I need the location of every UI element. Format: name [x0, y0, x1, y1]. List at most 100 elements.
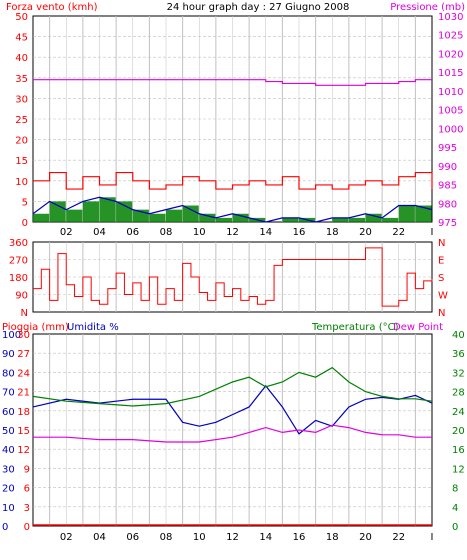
x-tick-label: 02: [60, 227, 73, 238]
wind-avg-bar: [116, 201, 133, 222]
pressure-y-tick-label: 1005: [438, 106, 463, 117]
pressure-line: [33, 79, 432, 86]
wind-avg-bar: [215, 217, 232, 222]
x-tick-label: 14: [259, 227, 272, 238]
humidity-y-tick-label: 10: [2, 503, 15, 514]
rain-y-tick-label: 3: [24, 503, 30, 514]
temperature-y-tick-label: 16: [452, 445, 465, 456]
x-tick-label: 16: [293, 227, 306, 238]
temperature-y-tick-label: 12: [452, 464, 465, 475]
temperature-y-tick-label: 20: [452, 426, 465, 437]
rain-axis-title: Pioggia (mm): [2, 322, 69, 333]
wind-gust-line: [33, 171, 433, 190]
rain-y-tick-label: 18: [17, 407, 30, 418]
temperature-y-tick-label: 0: [452, 522, 458, 533]
pressure-y-tick-label: 1020: [438, 49, 463, 60]
wind-direction-line: [33, 247, 433, 307]
x-tick-label: 22: [392, 227, 405, 238]
direction-compass-label: N: [438, 238, 445, 249]
pressure-y-tick-label: 1010: [438, 87, 463, 98]
x-tick-label: 18: [326, 532, 339, 543]
pressure-y-tick-label: 980: [438, 199, 457, 210]
humidity-y-tick-label: 40: [2, 445, 15, 456]
rain-y-tick-label: 27: [17, 349, 30, 360]
direction-compass-label: W: [438, 291, 448, 302]
x-tick-label: 08: [160, 532, 173, 543]
humidity-y-tick-label: 90: [2, 349, 15, 360]
humidity-y-tick-label: 60: [2, 407, 15, 418]
wind-avg-bar: [33, 213, 50, 222]
wind-axis-title: Forza vento (kmh): [6, 2, 98, 13]
wind-avg-bar: [282, 217, 299, 222]
temperature-y-tick-label: 40: [452, 330, 465, 341]
pressure-y-tick-label: 995: [438, 143, 457, 154]
wind-y-tick-label: 25: [15, 115, 28, 126]
temperature-y-tick-label: 36: [452, 349, 465, 360]
wind-y-tick-label: 0: [22, 218, 28, 229]
x-tick-label: 20: [359, 227, 372, 238]
rain-y-tick-label: 0: [24, 522, 30, 533]
wind-avg-bar: [166, 209, 183, 222]
x-tick-label: 02: [60, 532, 73, 543]
x-tick-label: 12: [226, 532, 239, 543]
rain-y-tick-label: 12: [17, 445, 30, 456]
wind-y-tick-label: 20: [15, 136, 28, 147]
x-tick-label: 10: [193, 532, 206, 543]
pressure-y-tick-label: 975: [438, 218, 457, 229]
wind-avg-bar: [382, 217, 399, 222]
x-tick-label: 04: [93, 227, 106, 238]
wind-avg-bar: [66, 209, 83, 222]
x-tick-label: I: [431, 227, 434, 238]
rain-y-tick-label: 30: [17, 330, 30, 341]
pressure-y-tick-label: 1000: [438, 124, 463, 135]
humidity-line: [32, 384, 433, 435]
dewpoint-line: [33, 424, 432, 443]
x-tick-label: 22: [392, 532, 405, 543]
humidity-y-tick-label: 0: [2, 522, 8, 533]
wind-avg-bar: [415, 205, 432, 222]
wind-avg-bar: [149, 213, 166, 222]
rain-y-tick-label: 24: [17, 368, 30, 379]
direction-y-tick-label: 90: [15, 291, 28, 302]
wind-y-tick-label: 10: [15, 177, 28, 188]
rain-y-tick-label: 15: [17, 426, 30, 437]
x-tick-label: 14: [259, 532, 272, 543]
pressure-y-tick-label: 985: [438, 181, 457, 192]
wind-avg-bar: [199, 213, 216, 222]
rain-y-tick-label: 6: [24, 484, 30, 495]
wind-avg-bar: [232, 213, 249, 222]
x-tick-label: 08: [160, 227, 173, 238]
temperature-axis-title: Temperatura (°C): [311, 322, 399, 333]
humidity-axis-title: Umidita %: [67, 322, 119, 333]
humidity-y-tick-label: 30: [2, 464, 15, 475]
x-tick-label: 10: [193, 227, 206, 238]
x-tick-label: 06: [126, 532, 139, 543]
wind-avg-bar: [348, 217, 365, 222]
x-tick-label: I: [431, 532, 434, 543]
wind-y-tick-label: 45: [15, 33, 28, 44]
direction-compass-label: S: [438, 273, 444, 284]
temperature-line: [32, 366, 433, 407]
wind-y-tick-label: 15: [15, 156, 28, 167]
wind-avg-bar: [365, 213, 382, 222]
pressure-y-tick-label: 990: [438, 162, 457, 173]
humidity-y-tick-label: 70: [2, 388, 15, 399]
rain-y-tick-label: 21: [17, 388, 30, 399]
pressure-y-tick-label: 1030: [438, 12, 463, 23]
temperature-y-tick-label: 32: [452, 368, 465, 379]
x-tick-label: 16: [293, 532, 306, 543]
x-tick-label: 18: [326, 227, 339, 238]
x-tick-label: 04: [93, 532, 106, 543]
wind-y-tick-label: 30: [15, 94, 28, 105]
wind-avg-bar: [99, 197, 116, 222]
humidity-y-tick-label: 50: [2, 426, 15, 437]
x-tick-label: 12: [226, 227, 239, 238]
pressure-y-tick-label: 1025: [438, 31, 463, 42]
wind-avg-bar: [332, 217, 349, 222]
wind-avg-bar: [82, 201, 99, 222]
direction-y-tick-label: 360: [9, 238, 28, 249]
temperature-y-tick-label: 24: [452, 407, 465, 418]
direction-compass-label: E: [438, 256, 444, 267]
temperature-y-tick-label: 8: [452, 484, 458, 495]
